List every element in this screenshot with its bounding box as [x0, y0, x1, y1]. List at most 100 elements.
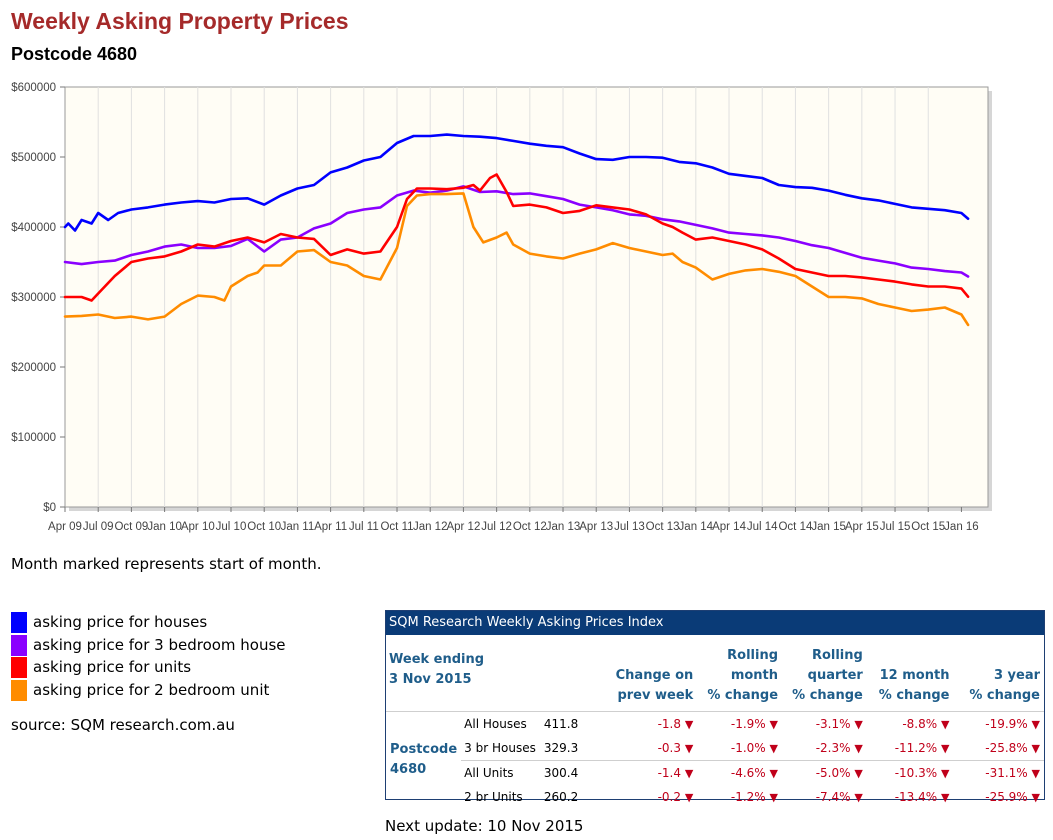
legend-label-units: asking price for units	[33, 658, 192, 676]
row-change: -11.2% ▼	[867, 736, 954, 761]
row-change: -1.2% ▼	[697, 785, 782, 809]
x-tick-label: Oct 11	[380, 521, 413, 533]
row-index-value: 300.4	[539, 759, 611, 785]
y-tick-label: $500000	[11, 152, 56, 164]
page-subtitle: Postcode 4680	[11, 44, 138, 64]
col-header-text: 3 year	[993, 667, 1040, 683]
x-tick-label: Oct 10	[247, 521, 281, 533]
x-tick-label: Jan 12	[413, 521, 448, 533]
change-value: -19.9%	[985, 716, 1028, 731]
col-header-text: % change	[969, 687, 1040, 703]
y-tick-label: $300000	[11, 292, 56, 304]
legend-item-2br-unit: asking price for 2 bedroom unit	[11, 679, 286, 702]
source-credit: source: SQM research.com.au	[11, 716, 235, 734]
x-tick-label: Oct 12	[513, 521, 547, 533]
table-row: 2 br Units 260.2 -0.2 ▼ -1.2% ▼ -7.4% ▼ -13.4…	[386, 785, 1044, 809]
col-header-rolling-quarter: Rolling quarter % change	[782, 635, 867, 711]
down-arrow-icon: ▼	[1031, 741, 1040, 755]
col-header-text: Change on	[615, 667, 694, 683]
col-header-12-month: 12 month % change	[867, 635, 954, 711]
change-value: -8.8%	[902, 716, 938, 731]
col-header-rolling-month: Rolling month % change	[697, 635, 782, 711]
row-change: -19.9% ▼	[953, 711, 1044, 736]
row-change: -0.2 ▼	[611, 785, 698, 809]
row-change: -25.8% ▼	[953, 736, 1044, 761]
legend-label-houses: asking price for houses	[33, 613, 208, 631]
x-tick-label: Jul 11	[349, 521, 379, 533]
col-header-text: % change	[878, 687, 950, 703]
row-name: All Units	[461, 759, 540, 785]
col-header-text: Rolling	[811, 647, 863, 663]
change-value: -25.9%	[985, 789, 1028, 804]
table-row: All Units 300.4 -1.4 ▼ -4.6% ▼ -5.0% ▼ -10.3%…	[386, 759, 1044, 785]
col-header-text: prev week	[617, 687, 694, 703]
x-tick-label: Oct 15	[911, 521, 945, 533]
col-header-text: quarter	[807, 667, 863, 683]
legend-swatch-units	[11, 657, 27, 678]
x-tick-label: Jul 12	[481, 521, 512, 533]
index-table-panel: SQM Research Weekly Asking Prices Index …	[385, 610, 1045, 804]
change-value: -3.1%	[815, 716, 851, 731]
row-change: -1.8 ▼	[611, 711, 698, 736]
x-tick-label: Jul 15	[880, 521, 911, 533]
row-change: -25.9% ▼	[953, 785, 1044, 809]
change-value: -31.1%	[985, 765, 1028, 780]
row-change: -1.9% ▼	[697, 711, 782, 736]
change-value: -4.6%	[730, 765, 766, 780]
change-value: -7.4%	[815, 789, 851, 804]
change-value: -10.3%	[894, 765, 938, 780]
series-line	[63, 173, 970, 302]
x-tick-label: Oct 14	[778, 521, 812, 533]
legend-item-3br-house: asking price for 3 bedroom house	[11, 634, 286, 657]
index-table: Week ending 3 Nov 2015 Change on prev we…	[386, 635, 1044, 809]
row-change: -1.0% ▼	[697, 736, 782, 761]
down-arrow-icon: ▼	[769, 790, 779, 804]
change-value: -25.8%	[985, 740, 1028, 755]
legend-swatch-houses	[11, 612, 27, 633]
row-change: -13.4% ▼	[867, 785, 954, 809]
row-change: -10.3% ▼	[866, 759, 954, 785]
legend-swatch-2br-unit	[11, 679, 27, 701]
row-change: -31.1% ▼	[953, 759, 1044, 785]
change-value: -2.3%	[815, 740, 851, 755]
x-tick-label: Oct 09	[114, 521, 148, 533]
down-arrow-icon: ▼	[769, 717, 779, 731]
down-arrow-icon: ▼	[1031, 766, 1040, 780]
down-arrow-icon: ▼	[684, 790, 694, 804]
col-header-text: Rolling	[727, 647, 779, 663]
week-ending-cell: Week ending 3 Nov 2015	[386, 635, 611, 711]
col-header-prev-week: Change on prev week	[611, 635, 698, 711]
col-header-3-year: 3 year % change	[953, 635, 1044, 711]
y-tick-label: $400000	[11, 222, 56, 234]
series-line	[63, 133, 970, 232]
y-tick-label: $100000	[11, 432, 56, 444]
x-tick-label: Jan 15	[811, 521, 846, 533]
down-arrow-icon: ▼	[684, 717, 694, 731]
row-change: -3.1% ▼	[782, 711, 867, 736]
week-ending-label: Week ending	[389, 652, 485, 668]
row-index-value: 260.2	[543, 789, 579, 804]
x-tick-label: Apr 09	[48, 521, 82, 533]
down-arrow-icon: ▼	[769, 766, 779, 780]
row-name: 2 br Units	[464, 789, 523, 804]
legend-item-units: asking price for units	[11, 656, 286, 679]
table-row: Postcode 4680 All Houses 411.8 -1.8 ▼ -1.9% ▼…	[386, 711, 1044, 778]
chart-note: Month marked represents start of month.	[11, 555, 322, 573]
down-arrow-icon: ▼	[854, 766, 863, 780]
x-tick-label: Jul 14	[747, 521, 778, 533]
x-tick-label: Apr 13	[579, 521, 613, 533]
col-header-text: month	[730, 667, 779, 683]
postcode-value: 4680	[390, 762, 427, 777]
week-ending-date: 3 Nov 2015	[389, 672, 472, 688]
row-index-value: 411.8	[543, 716, 579, 731]
x-tick-label: Apr 11	[314, 521, 347, 533]
down-arrow-icon: ▼	[941, 766, 950, 780]
x-tick-label: Apr 10	[181, 521, 215, 533]
down-arrow-icon: ▼	[1031, 790, 1040, 804]
change-value: -1.0%	[730, 740, 766, 755]
legend-swatch-3br-house	[11, 634, 27, 656]
change-value: -0.2	[657, 789, 681, 804]
row-change: -2.3% ▼	[782, 736, 867, 761]
change-value: -13.4%	[894, 789, 938, 804]
x-tick-label: Jul 09	[83, 521, 114, 533]
